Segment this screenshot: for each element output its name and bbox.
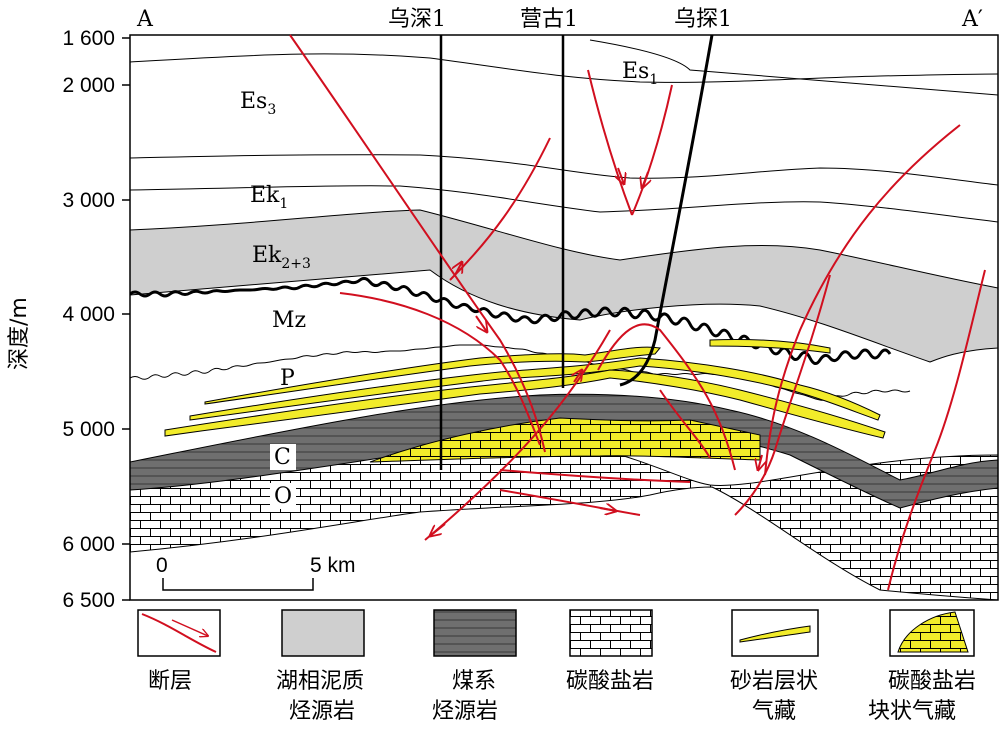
label-o: O — [274, 484, 292, 509]
legend-label-massive-1: 碳酸盐岩 — [888, 669, 976, 694]
scale-bar: 0 5 km — [156, 554, 356, 591]
y-tick-6000: 6 000 — [62, 533, 115, 556]
y-tick-3000: 3 000 — [62, 189, 115, 212]
y-tick-1600: 1 600 — [62, 27, 115, 50]
y-axis-label: 深度/m — [7, 297, 32, 370]
legend-label-mudstone-2: 烃源岩 — [289, 699, 355, 724]
fault-splay-1 — [449, 137, 551, 281]
legend: 断层 湖相泥质 烃源岩 煤系 烃源岩 碳酸盐岩 砂岩层状 气藏 碳酸盐岩 块状气… — [137, 609, 976, 724]
coal-measure-icon — [433, 609, 517, 657]
well-label-wutan1: 乌探1 — [674, 7, 732, 32]
well-label-yinggu1: 营古1 — [520, 7, 578, 32]
legend-label-sandstone-2: 气藏 — [752, 699, 796, 724]
horizon-ek1-mid — [130, 185, 998, 223]
legend-label-massive-2: 块状气藏 — [868, 699, 956, 724]
fault-arrow-8 — [599, 508, 616, 511]
fault-arrow-7 — [758, 454, 762, 470]
label-ek23: Ek2+3 — [252, 243, 311, 272]
depth-axis: 1 600 2 000 3 000 4 000 5 000 6 000 6 50… — [7, 27, 130, 612]
faults — [289, 34, 986, 591]
fault-arrow-4 — [642, 171, 648, 188]
fault-basement-1 — [499, 469, 691, 483]
well-wutan1 — [619, 34, 714, 387]
fault-arrow-3 — [618, 167, 624, 184]
fault-es1-west — [587, 69, 633, 216]
fault-arrow-1 — [455, 262, 462, 276]
fault-main-west — [289, 34, 546, 453]
fault-es1-east — [631, 84, 673, 216]
fault-east-2 — [764, 124, 961, 476]
label-mz: Mz — [272, 308, 306, 333]
label-c: C — [274, 445, 291, 470]
fault-central — [597, 323, 736, 471]
legend-label-mudstone-1: 湖相泥质 — [276, 669, 364, 694]
label-ek1: Ek1 — [250, 183, 288, 212]
scale-start: 0 — [156, 554, 168, 577]
legend-label-coal-1: 煤系 — [452, 669, 496, 694]
y-tick-4000: 4 000 — [62, 303, 115, 326]
fault-arrow-6 — [574, 370, 582, 383]
sandstone-layered-gas-reservoirs — [164, 338, 886, 439]
label-es1: Es1 — [622, 59, 658, 88]
fault-arrow-5 — [430, 523, 446, 536]
y-tick-5000: 5 000 — [62, 418, 115, 441]
scale-end: 5 km — [310, 554, 356, 577]
wells: 乌深1 营古1 乌探1 — [388, 7, 732, 470]
y-tick-2000: 2 000 — [62, 74, 115, 97]
fault-splay-2 — [339, 292, 541, 446]
fault-central-branch — [659, 389, 711, 459]
y-tick-6500: 6 500 — [62, 589, 115, 612]
horizon-es1-lower — [589, 39, 998, 96]
lacustrine-mudstone-icon — [281, 609, 365, 657]
legend-label-fault: 断层 — [148, 669, 192, 694]
fault-basement-2 — [499, 489, 641, 516]
carbonate-icon — [569, 609, 653, 657]
label-p: P — [280, 366, 295, 391]
label-es3: Es3 — [240, 89, 276, 118]
fault-east-1 — [734, 274, 831, 516]
legend-label-coal-2: 烃源岩 — [432, 699, 498, 724]
strata-body — [130, 39, 998, 600]
horizon-es1-base — [130, 53, 998, 83]
formation-labels: Es1 Es3 Ek1 Ek2+3 Mz P C O — [240, 59, 658, 509]
well-label-wushen1: 乌深1 — [388, 7, 446, 32]
fault-reverse-main — [424, 329, 611, 541]
basement-lower-blank — [130, 486, 998, 600]
fault-arrow-2 — [475, 315, 487, 332]
legend-label-carbonate: 碳酸盐岩 — [566, 669, 654, 694]
fault-far-east — [887, 269, 986, 591]
profile-label-left: A — [136, 7, 154, 32]
profile-label-right: A′ — [961, 7, 983, 32]
legend-label-sandstone-1: 砂岩层状 — [730, 669, 818, 694]
